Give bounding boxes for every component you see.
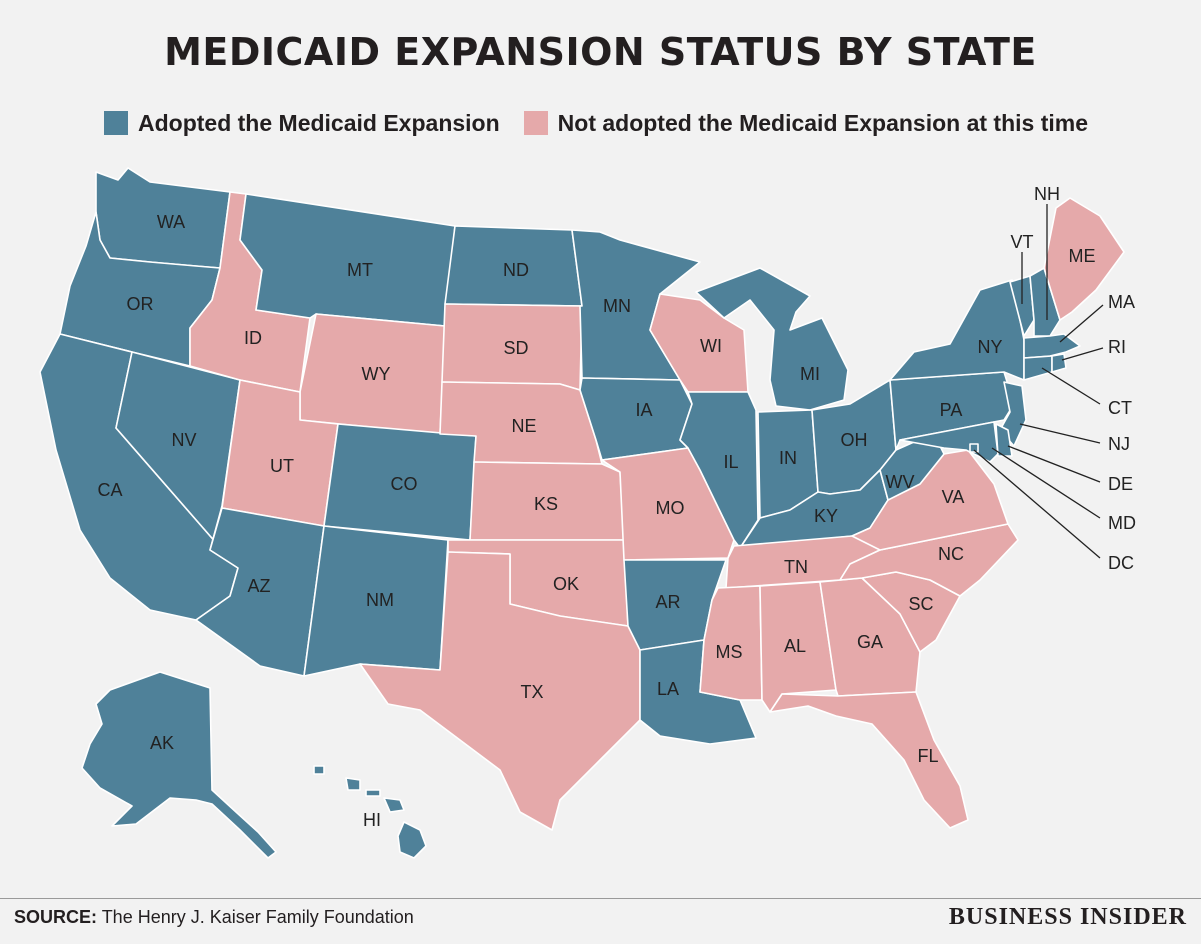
label-ky: KY [814, 506, 838, 526]
label-ms: MS [716, 642, 743, 662]
legend-swatch-not-adopted [523, 111, 548, 135]
legend-label-not-adopted: Not adopted the Medicaid Expansion at th… [557, 109, 1088, 136]
label-ut: UT [270, 456, 294, 476]
label-co: CO [391, 474, 418, 494]
state-ct[interactable] [1023, 355, 1053, 381]
footer-divider [0, 898, 1201, 899]
label-nv: NV [171, 430, 196, 450]
label-wv: WV [886, 472, 915, 492]
label-nc: NC [938, 544, 964, 564]
state-il[interactable] [679, 391, 759, 549]
label-ny: NY [977, 337, 1002, 357]
page-title: MEDICAID EXPANSION STATUS BY STATE [164, 30, 1037, 74]
label-ak: AK [150, 733, 174, 753]
label-fl: FL [917, 746, 938, 766]
state-hi-molokai[interactable] [365, 789, 381, 797]
source-note: SOURCE: The Henry J. Kaiser Family Found… [14, 907, 414, 928]
legend: Adopted the Medicaid Expansion Not adopt… [104, 106, 1112, 140]
label-va: VA [942, 487, 965, 507]
label-ar: AR [655, 592, 680, 612]
label-nm: NM [366, 590, 394, 610]
label-pa: PA [940, 400, 963, 420]
state-de[interactable] [995, 423, 1013, 457]
label-ne: NE [511, 416, 536, 436]
label-tx: TX [520, 682, 543, 702]
label-md: MD [1108, 513, 1136, 533]
label-nh: NH [1034, 184, 1060, 204]
label-wi: WI [700, 336, 722, 356]
label-id: ID [244, 328, 262, 348]
label-dc: DC [1108, 553, 1134, 573]
state-wv[interactable] [879, 441, 945, 501]
label-sd: SD [503, 338, 528, 358]
label-sc: SC [908, 594, 933, 614]
callout-line-ma [1059, 304, 1104, 343]
legend-item-adopted: Adopted the Medicaid Expansion [104, 110, 500, 137]
label-mi: MI [800, 364, 820, 384]
legend-swatch-adopted [104, 111, 128, 135]
label-me: ME [1069, 246, 1096, 266]
state-dc[interactable] [969, 443, 979, 453]
state-hi-kauai[interactable] [313, 765, 325, 775]
label-nj: NJ [1108, 434, 1130, 454]
brand-logo: BUSINESS INSIDER [948, 904, 1187, 930]
label-vt: VT [1010, 232, 1033, 252]
label-mo: MO [656, 498, 685, 518]
label-mn: MN [603, 296, 631, 316]
label-in: IN [779, 448, 797, 468]
label-mt: MT [347, 260, 373, 280]
callout-line-ct [1041, 367, 1101, 405]
label-wy: WY [362, 364, 391, 384]
label-ma: MA [1108, 292, 1135, 312]
callout-line-ri [1061, 347, 1104, 361]
label-ca: CA [97, 480, 122, 500]
label-nd: ND [503, 260, 529, 280]
legend-item-not-adopted: Not adopted the Medicaid Expansion at th… [523, 109, 1088, 137]
label-il: IL [723, 452, 738, 472]
state-labels: WA OR CA NV ID MT WY UT AZ CO NM ND SD N… [97, 184, 1136, 830]
state-hi-oahu[interactable] [345, 777, 361, 791]
state-ri[interactable] [1051, 353, 1067, 373]
label-ok: OK [553, 574, 579, 594]
label-oh: OH [841, 430, 868, 450]
label-ct: CT [1108, 398, 1132, 418]
state-me[interactable] [1043, 197, 1125, 321]
state-hi-big-island[interactable] [397, 821, 427, 859]
state-ma[interactable] [1023, 333, 1081, 359]
callout-line-dc [973, 449, 1101, 559]
label-or: OR [127, 294, 154, 314]
label-ga: GA [857, 632, 883, 652]
source-text: The Henry J. Kaiser Family Foundation [97, 907, 414, 927]
label-al: AL [784, 636, 806, 656]
state-mi[interactable] [695, 267, 849, 411]
state-fl[interactable] [769, 691, 969, 829]
callout-line-de [1007, 445, 1101, 483]
hawaii-islands [313, 765, 427, 859]
callout-line-nj [1019, 423, 1101, 444]
state-tx[interactable] [359, 551, 641, 831]
label-tn: TN [784, 557, 808, 577]
label-hi: HI [363, 810, 381, 830]
legend-label-adopted: Adopted the Medicaid Expansion [138, 109, 500, 136]
callout-line-md [991, 447, 1101, 519]
label-az: AZ [247, 576, 270, 596]
label-ia: IA [635, 400, 652, 420]
state-ak[interactable] [81, 671, 277, 859]
state-hi-maui[interactable] [383, 797, 405, 813]
label-ks: KS [534, 494, 558, 514]
label-wa: WA [157, 212, 185, 232]
label-de: DE [1108, 474, 1133, 494]
source-label: SOURCE: [14, 907, 98, 927]
label-ri: RI [1108, 337, 1126, 357]
label-la: LA [657, 679, 679, 699]
state-ny[interactable] [889, 279, 1025, 381]
